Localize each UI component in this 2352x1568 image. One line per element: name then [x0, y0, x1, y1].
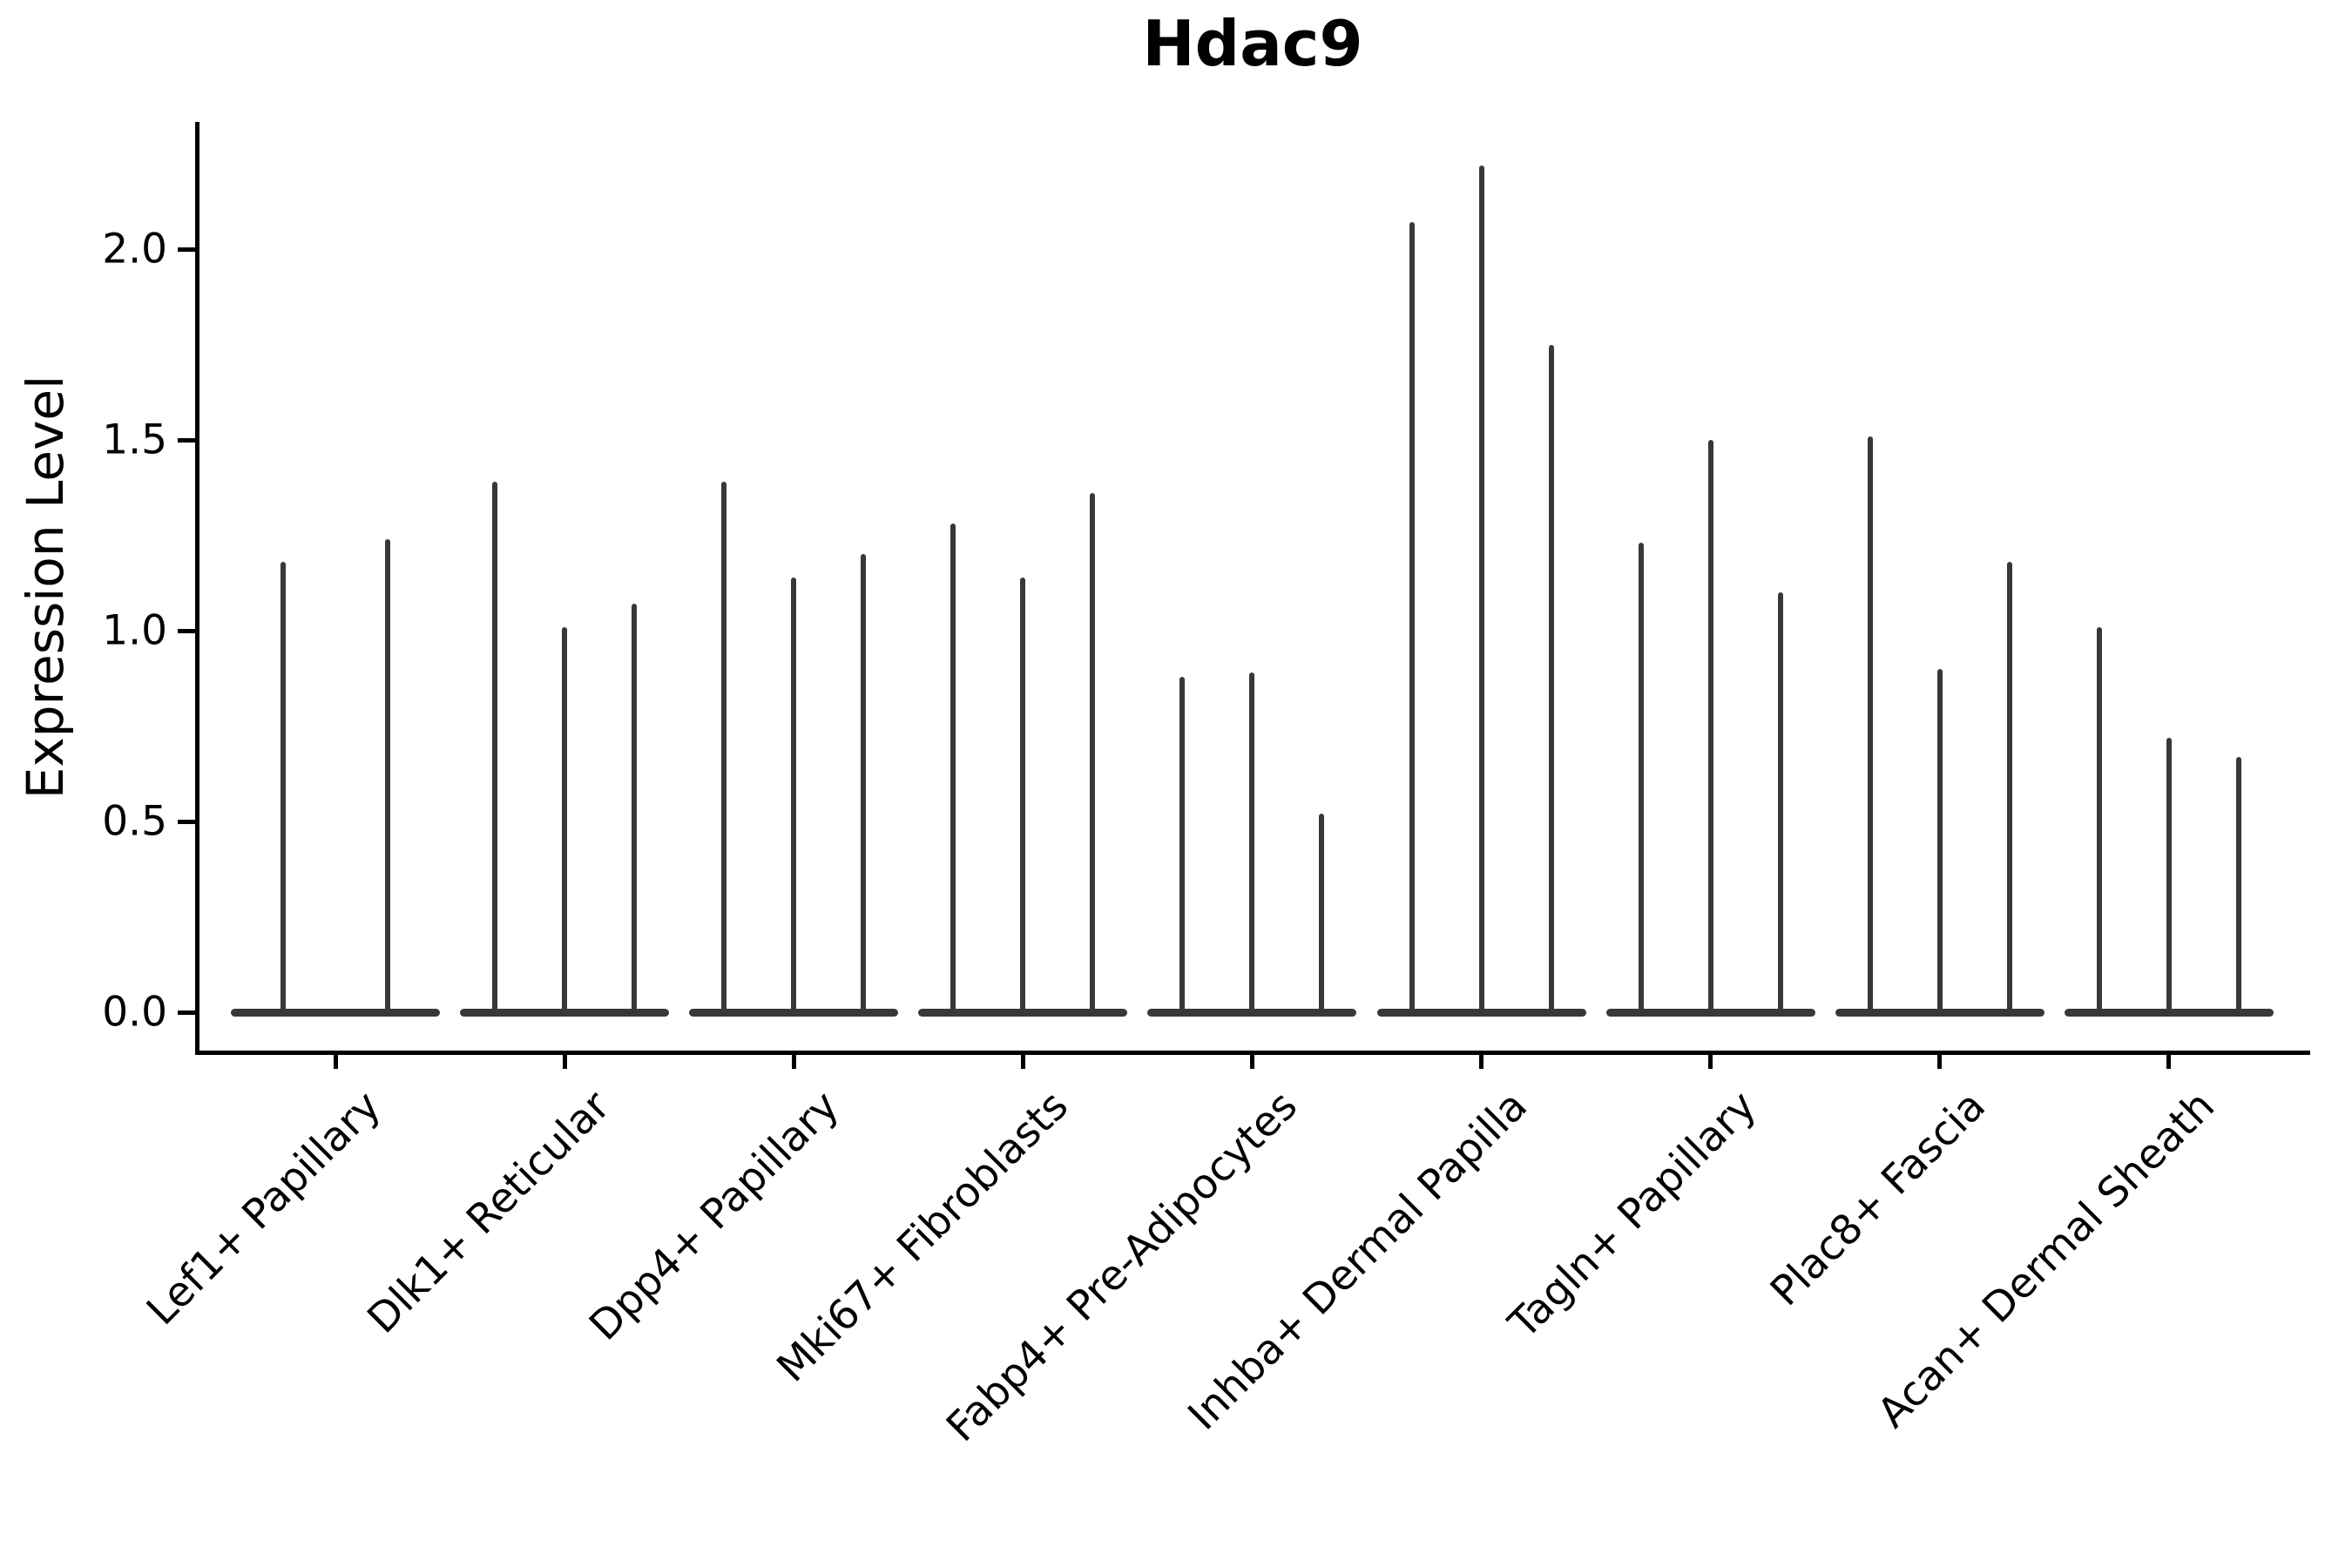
violin-spike: [2006, 562, 2012, 1015]
violin-spike: [1867, 436, 1873, 1015]
violin-spike: [1478, 165, 1484, 1015]
violin-spike: [2166, 737, 2172, 1015]
violin-spike: [632, 604, 638, 1015]
x-tick-mark: [791, 1055, 796, 1069]
violin-spike: [1936, 668, 1943, 1015]
x-tick-mark: [333, 1055, 338, 1069]
violin-spike: [861, 554, 867, 1015]
violin-spike: [562, 626, 568, 1015]
x-tick-mark: [1708, 1055, 1713, 1069]
violin-spike: [1548, 344, 1554, 1015]
y-tick-label: 1.0: [102, 606, 167, 655]
y-tick-label: 0.5: [102, 797, 167, 846]
x-tick-label: Plac8+ Fascia: [1761, 1082, 1995, 1315]
y-tick-label: 0.0: [102, 988, 167, 1037]
y-tick-mark: [178, 247, 195, 252]
y-tick-label: 2.0: [102, 225, 167, 274]
violin-spike: [950, 524, 956, 1015]
y-tick-mark: [178, 819, 195, 824]
y-tick-label: 1.5: [102, 416, 167, 464]
plot-title: Hdac9: [1142, 7, 1363, 80]
violin-spike: [791, 577, 797, 1015]
violin-spike: [1090, 493, 1096, 1015]
y-axis-spine: [195, 122, 199, 1055]
x-tick-label: Dpp4+ Papillary: [580, 1082, 849, 1350]
x-tick-mark: [562, 1055, 567, 1069]
violin-spike: [1020, 577, 1026, 1015]
x-tick-label: Tagln+ Papillary: [1499, 1082, 1766, 1348]
violin-spike: [280, 562, 286, 1015]
violin-spike: [1638, 543, 1644, 1015]
x-tick-label: Lef1+ Papillary: [137, 1082, 390, 1335]
violin-spike: [1179, 676, 1186, 1015]
violin-spike: [1777, 592, 1783, 1015]
y-tick-mark: [178, 628, 195, 633]
x-tick-mark: [1249, 1055, 1254, 1069]
violin-spike: [1409, 222, 1415, 1015]
x-tick-mark: [1020, 1055, 1025, 1069]
violin-spike: [1249, 672, 1255, 1015]
violin-spike: [1319, 814, 1325, 1015]
x-tick-label: Dlk1+ Reticular: [358, 1082, 619, 1343]
violin-spike: [2235, 756, 2241, 1015]
violin-spike: [492, 482, 498, 1015]
violin-spike: [2096, 626, 2102, 1015]
y-tick-mark: [178, 437, 195, 443]
violin-spike: [721, 482, 727, 1015]
y-tick-mark: [178, 1010, 195, 1015]
x-axis-spine: [195, 1051, 2310, 1055]
x-tick-mark: [1937, 1055, 1943, 1069]
violin-baseline: [231, 1008, 440, 1017]
violin-spike: [1707, 440, 1713, 1015]
violin-spike: [385, 538, 390, 1015]
x-tick-mark: [1479, 1055, 1484, 1069]
x-tick-mark: [2166, 1055, 2172, 1069]
